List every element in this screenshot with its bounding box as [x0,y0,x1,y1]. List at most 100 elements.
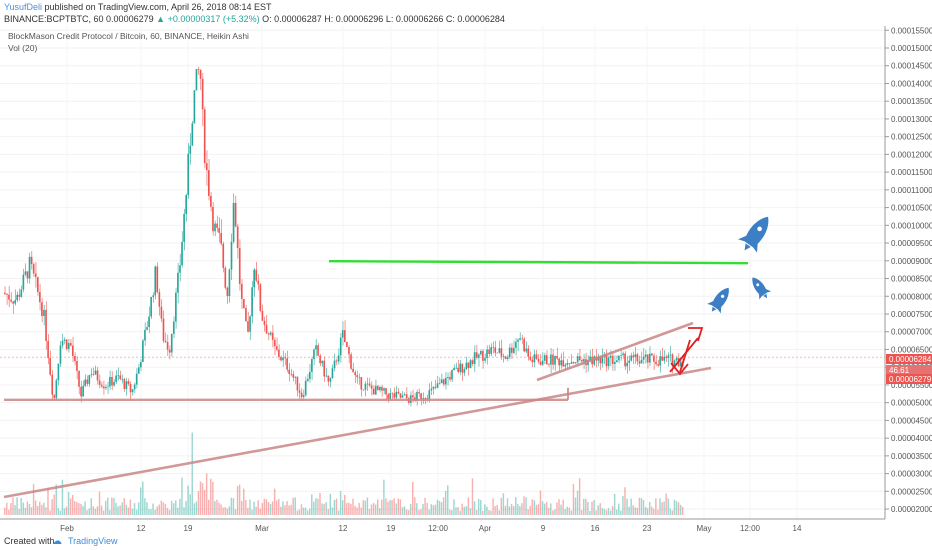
volume-bar [82,505,84,515]
candle-body [502,356,505,357]
volume-bar [6,502,8,515]
volume-bar [477,499,480,515]
candle-body [360,377,363,390]
candle-body [183,213,185,242]
volume-bar [28,504,31,515]
volume-bar [379,508,381,515]
volume-bar [160,500,163,515]
time-tick-label: Apr [479,524,492,533]
time-tick-label: 12:00 [428,524,449,533]
price-chart[interactable]: 0.00015500 0.00015000 0.00014500 0.00014000… [0,26,932,538]
volume-bar [663,501,665,515]
tradingview-logo-icon: ☁ [52,536,62,547]
volume-bar [304,507,307,515]
candle-body [117,375,119,377]
volume-bar [185,500,187,515]
candle-body [504,356,507,359]
volume-bar [597,505,599,515]
candle-body [525,348,527,352]
long-trendline [3,366,712,499]
candle-body [55,380,58,398]
publish-info: YusufDeli published on TradingView.com, … [4,2,272,12]
candle-body [424,398,427,399]
candle-body [432,386,435,389]
volume-bar [172,503,175,515]
candle-body [521,338,523,339]
candle-body [529,356,532,360]
candle-body [580,359,583,362]
candle-body [642,356,645,360]
volume-bar [41,504,43,515]
candle-body [323,360,326,377]
volume-bar [587,501,589,515]
candle-body [482,350,484,361]
volume-bar [671,510,674,515]
volume-bar [269,503,272,515]
volume-bar [26,501,29,515]
candle-body [512,347,515,353]
candle-body [259,284,262,311]
candle-body [673,360,676,367]
candle-body [304,380,307,396]
volume-bar [541,501,544,515]
chart-area[interactable]: 0.00015500 0.00015000 0.00014500 0.00014000… [0,26,932,538]
candle-body [109,376,111,387]
candle-body [288,369,291,374]
volume-bar [111,497,113,515]
candle-body [148,316,150,328]
volume-bar [374,504,377,515]
candle-body [638,361,641,364]
volume-bar [646,508,649,515]
rocket-fins [738,234,758,253]
candle-body [669,354,672,356]
volume-bar [166,508,169,515]
candle-body [420,393,422,400]
candle-body [376,385,379,391]
candle-body [379,386,381,391]
price-tick-label: 0.00012500 [891,133,932,142]
volume-bar [494,506,496,515]
volume-bar [72,494,74,515]
username-link[interactable]: YusufDeli [4,2,43,12]
volume-bar [154,509,156,515]
candle-body [541,360,544,365]
candle-body [496,352,499,354]
candle-body [280,356,282,361]
time-axis[interactable]: Feb 12 19 Mar 12 19 12:00 Apr 9 16 23 May 12:00 14 [0,518,885,533]
candle-body [523,338,525,352]
volume-bar [335,498,338,515]
volume-bar [121,502,123,515]
candle-body [119,375,122,380]
volume-bar [117,506,119,515]
candle-body [135,373,138,385]
candle-body [88,375,91,384]
candle-body [422,398,424,400]
volume-bar [263,498,266,515]
volume-bar [424,497,426,515]
rocket-icon [738,216,769,253]
volume-bar [90,498,92,515]
candle-body [267,333,270,335]
volume-bar [679,504,682,515]
volume-bar [123,498,125,515]
candle-body [484,358,486,361]
tradingview-link[interactable]: TradingView [68,536,118,546]
candle-body [150,296,152,317]
price-tick-label: 0.00013000 [891,115,932,124]
footer: Created with ☁ TradingView [0,533,932,550]
candle-body [47,340,49,359]
volume-bar [626,498,628,515]
price-axis[interactable]: 0.00015500 0.00015000 0.00014500 0.00014000… [884,26,932,519]
candle-body [486,349,488,359]
volume-bar [562,499,564,515]
candle-body [80,386,82,397]
candle-body [298,390,301,393]
candle-body [399,393,402,398]
candle-body [249,316,251,332]
candle-body [418,392,420,394]
candle-body [447,376,449,378]
candle-body [451,370,453,380]
candle-body [519,338,521,340]
volume-bar [84,501,86,515]
candle-body [245,308,247,322]
